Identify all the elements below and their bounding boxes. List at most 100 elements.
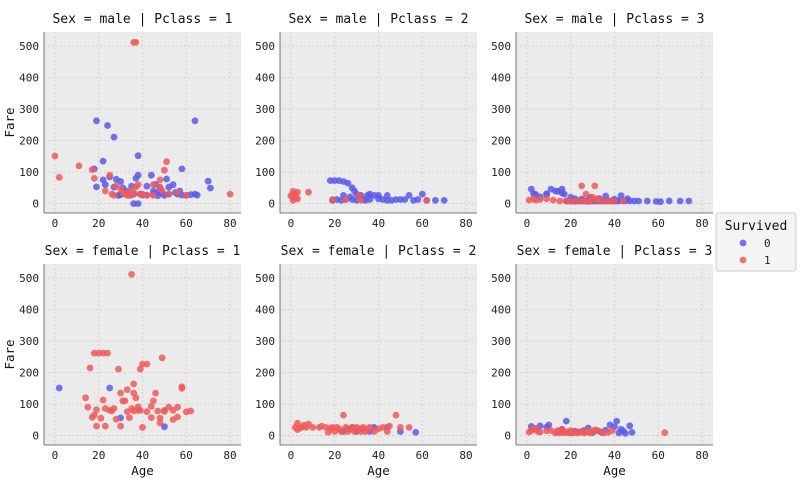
data-point [106,407,114,414]
x-tick-label: 80 [223,217,236,230]
data-point [104,122,111,129]
legend-box [715,212,797,272]
y-tick-label: 0 [32,430,39,443]
y-tick-label: 400 [255,304,275,317]
data-point [613,417,621,425]
y-tick-label: 300 [19,335,39,348]
y-tick-label: 400 [255,72,275,85]
data-point [294,195,301,203]
data-point [150,192,157,199]
data-point [130,189,138,196]
data-point [554,187,561,195]
data-point [147,402,155,410]
y-tick-label: 400 [19,72,39,85]
x-tick-label: 40 [608,217,621,230]
data-point [309,424,317,431]
data-point [661,429,669,437]
data-point [165,183,173,191]
panel-title: Sex = female | Pclass = 2 [281,244,477,259]
data-point [139,424,146,431]
facet-panel: 0 20 40 60 80 0 100 200 300 400 500 Sex = female | … [491,244,713,478]
data-point [405,424,413,431]
data-point [643,197,651,205]
data-point [556,197,564,205]
y-tick-label: 500 [491,272,511,285]
data-point [178,165,186,173]
y-tick-label: 100 [19,398,39,411]
data-point [342,196,350,203]
data-point [134,403,142,411]
data-point [90,175,98,182]
data-point [86,364,94,372]
panel-background [280,264,477,445]
data-point [193,191,201,199]
x-tick-label: 60 [180,449,193,462]
y-tick-label: 200 [19,135,39,148]
data-point [143,192,151,199]
data-point [134,171,142,179]
data-point [101,181,109,189]
x-tick-label: 0 [52,217,59,230]
data-point [93,406,100,414]
data-point [136,365,144,373]
data-point [392,196,400,203]
x-tick-label: 80 [459,449,472,462]
data-point [93,422,100,430]
y-tick-label: 0 [32,198,39,211]
x-tick-label: 20 [564,217,577,230]
data-point [386,422,393,430]
data-point [617,192,625,200]
y-tick-label: 300 [255,103,275,116]
data-point [158,354,166,362]
x-tick-label: 80 [695,449,708,462]
y-tick-label: 100 [255,166,275,179]
x-tick-label: 20 [328,217,341,230]
y-tick-label: 500 [491,40,511,53]
x-tick-label: 60 [416,449,429,462]
data-point [536,196,544,203]
x-tick-label: 20 [564,449,577,462]
y-tick-label: 500 [255,272,275,285]
data-point [115,365,122,373]
data-point [163,158,171,166]
data-point [174,403,181,411]
data-point [123,386,131,393]
data-point [161,407,168,415]
data-point [665,197,673,205]
legend-marker [739,239,747,247]
data-point [134,200,142,208]
data-point [622,430,629,437]
data-point [628,429,636,436]
data-point [147,414,155,421]
data-point [130,407,138,415]
data-point [676,197,684,205]
data-point [383,428,391,435]
data-point [560,190,568,198]
y-axis-label: Fare [2,107,17,137]
y-tick-label: 400 [491,72,511,85]
panel-title: Sex = male | Pclass = 2 [288,12,468,27]
x-tick-label: 20 [92,449,105,462]
panel-title: Sex = male | Pclass = 1 [52,12,232,27]
data-point [305,188,312,196]
data-point [121,397,129,405]
y-tick-label: 0 [268,198,275,211]
panel-background [44,264,241,445]
x-axis-label: Age [367,463,390,478]
x-tick-label: 0 [288,217,295,230]
data-point [401,196,409,203]
data-point [191,117,199,125]
data-point [104,349,111,357]
x-tick-label: 20 [92,217,105,230]
y-tick-label: 300 [491,103,511,116]
data-point [51,152,59,160]
data-point [112,415,120,423]
x-tick-label: 60 [652,217,665,230]
x-tick-label: 0 [52,449,59,462]
data-point [152,389,160,397]
data-point [562,417,570,425]
data-point [117,178,124,185]
data-point [685,197,693,205]
facet-panel: 0 20 40 60 80 0 100 200 300 400 500 Sex = male | Pc… [255,12,477,230]
